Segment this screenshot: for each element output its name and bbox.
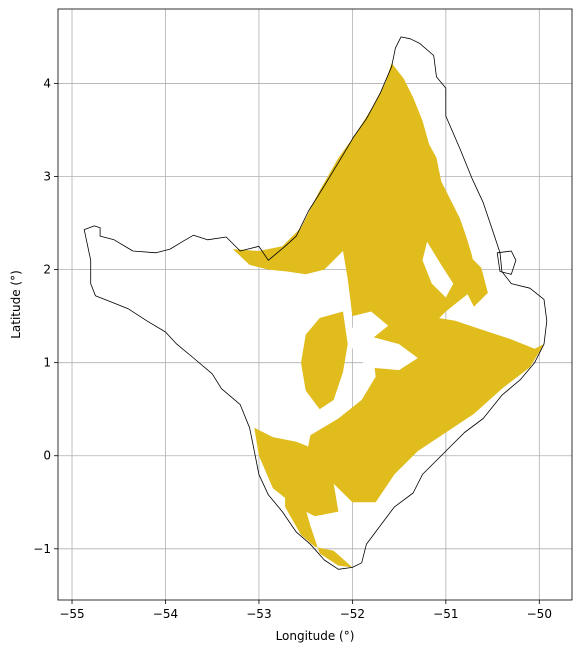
map-outline — [83, 36, 548, 570]
y-tick-label: 2 — [43, 263, 51, 277]
filled-region — [459, 255, 488, 307]
y-tick-label: 1 — [43, 356, 51, 370]
axes-frame — [57, 8, 573, 601]
x-axis-label: Longitude (°) — [276, 629, 355, 643]
x-tick-label: −50 — [527, 607, 552, 621]
y-axis-label: Latitude (°) — [9, 270, 23, 339]
y-tick-label: 4 — [43, 76, 51, 90]
filled-region — [305, 316, 544, 503]
filled-region — [285, 488, 353, 568]
y-tick-label: 3 — [43, 170, 51, 184]
island-outline — [496, 250, 517, 275]
y-tick-label: −1 — [33, 542, 51, 556]
x-tick-label: −52 — [340, 607, 365, 621]
filled-region — [232, 63, 476, 335]
state-boundary — [83, 36, 548, 570]
x-axis-ticks: −55 −54 −53 −52 −51 −50 — [59, 600, 552, 621]
filled-region — [301, 311, 348, 410]
map-fill — [232, 63, 544, 568]
filled-region — [254, 427, 339, 517]
unfilled-area — [347, 325, 418, 371]
y-tick-label: 0 — [43, 449, 51, 463]
unfilled-area — [422, 241, 454, 298]
x-tick-label: −53 — [246, 607, 271, 621]
x-tick-label: −55 — [59, 607, 84, 621]
x-tick-label: −54 — [153, 607, 178, 621]
y-axis-ticks: −1 0 1 2 3 4 — [33, 76, 58, 556]
x-tick-label: −51 — [433, 607, 458, 621]
